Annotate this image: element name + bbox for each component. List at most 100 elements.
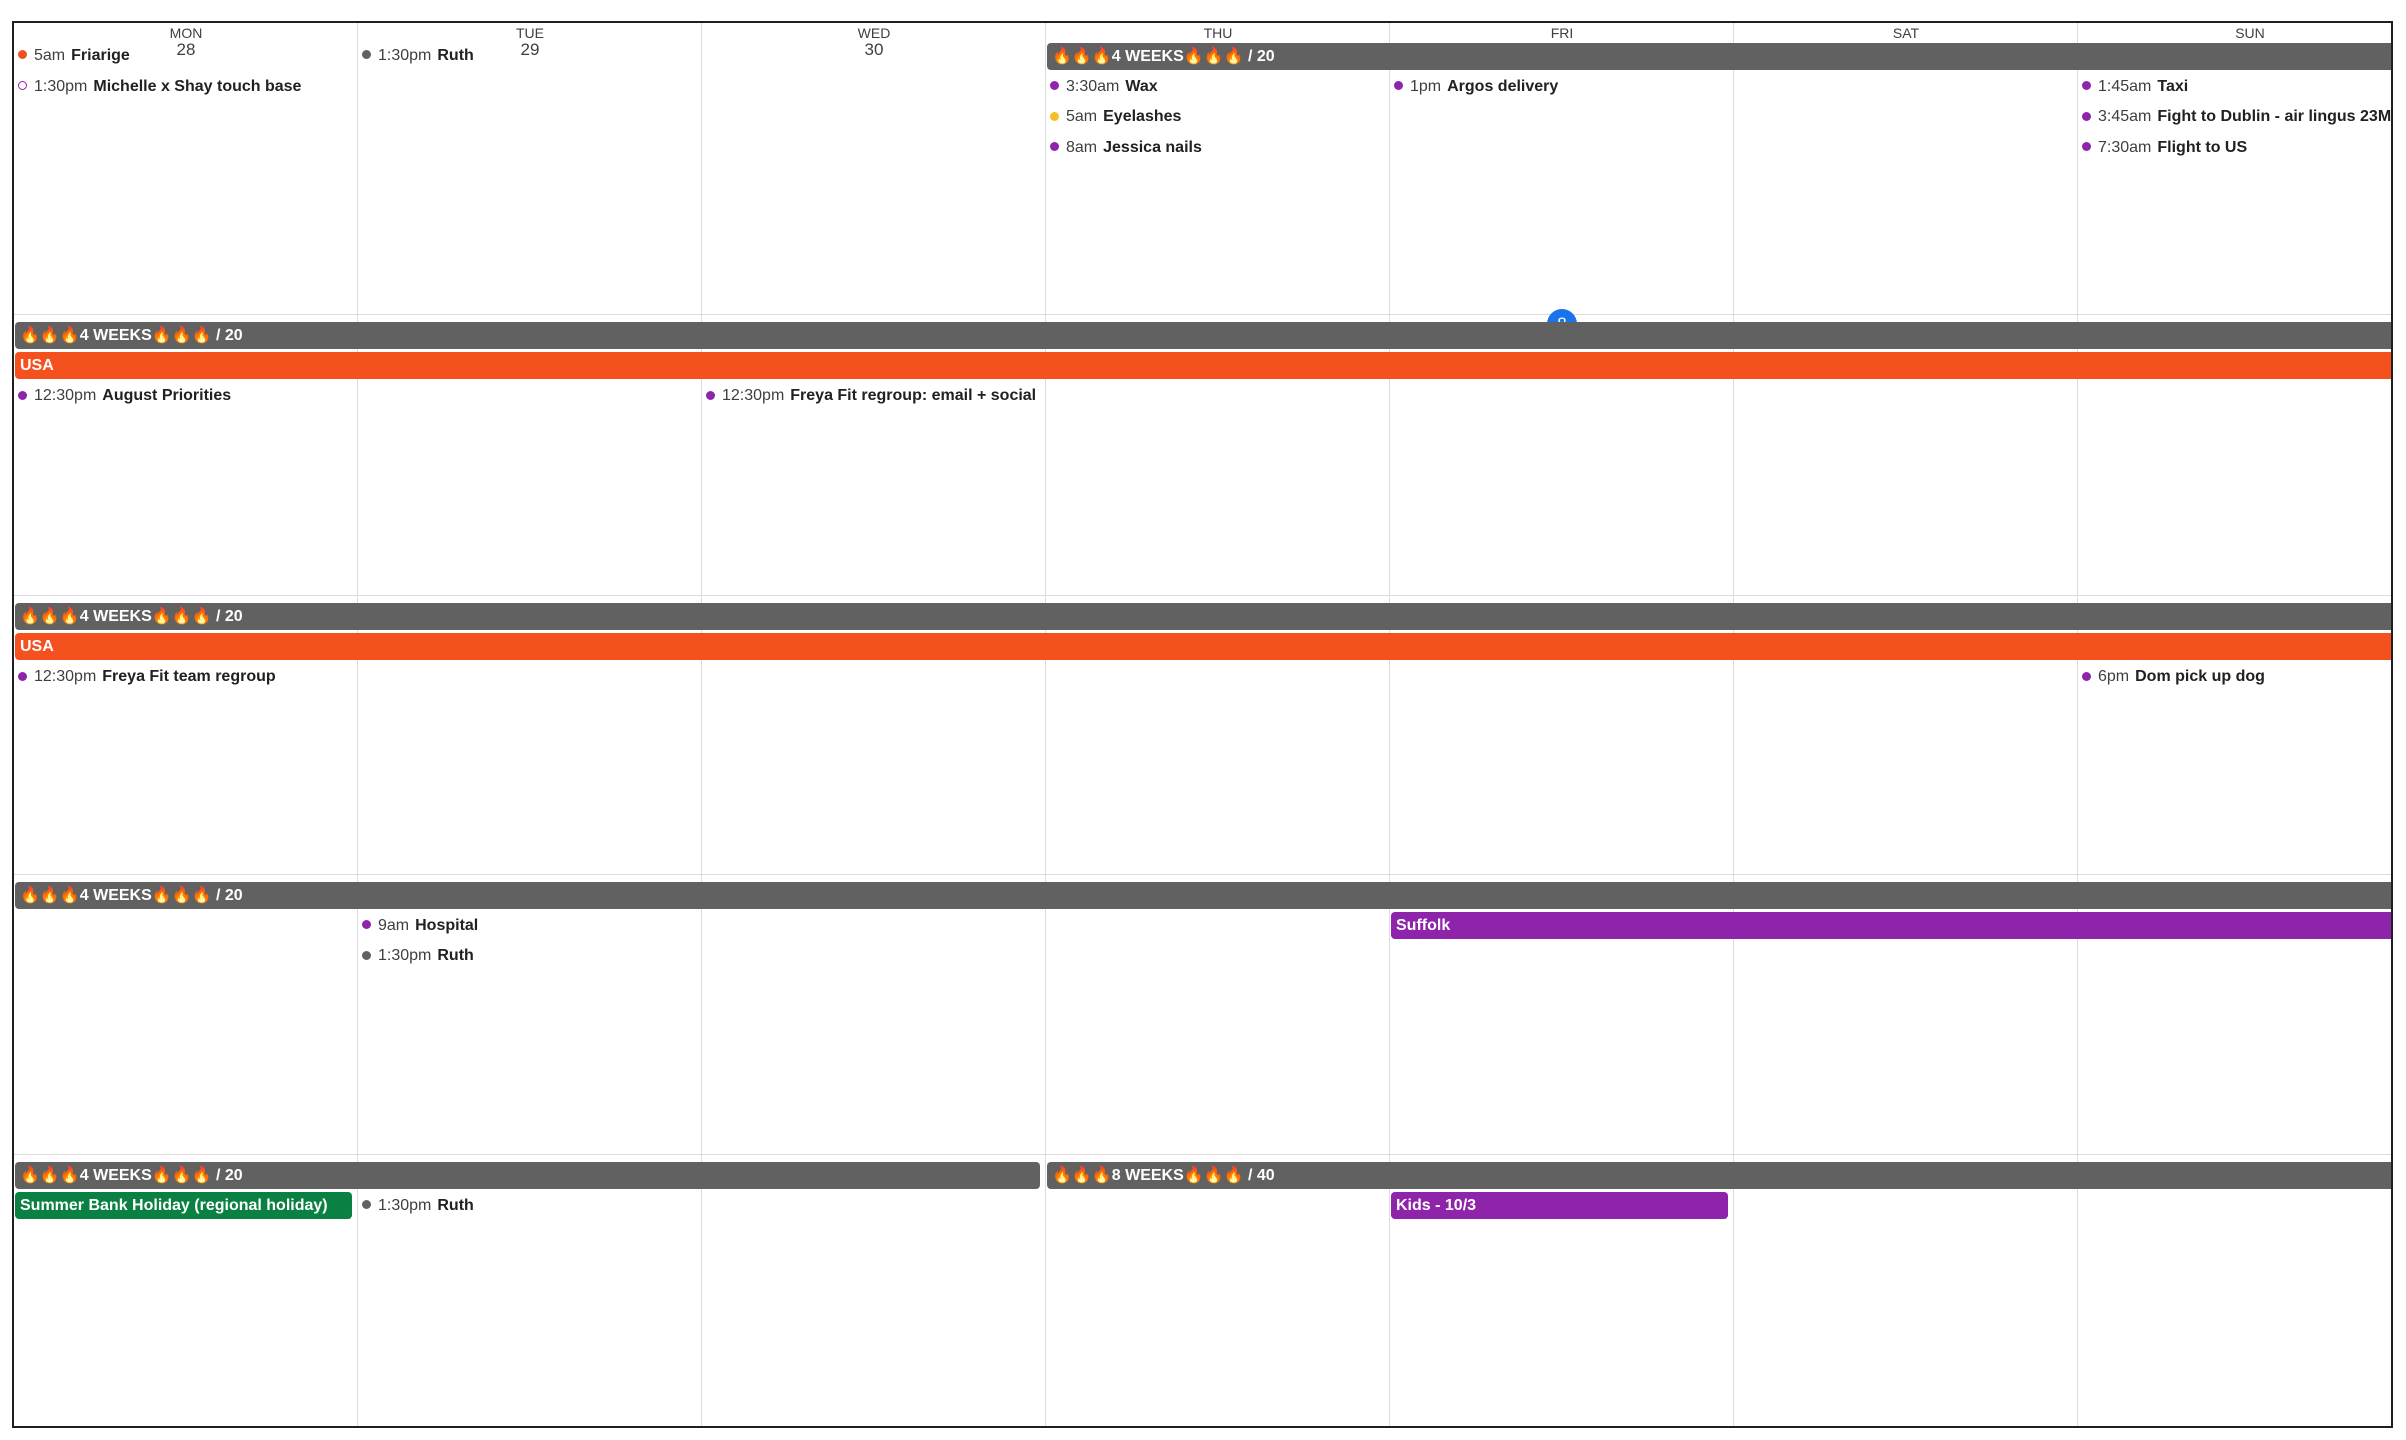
event-dot (1050, 111, 1059, 121)
event-title: Ruth (437, 1196, 474, 1214)
all-day-event[interactable]: 🔥🔥🔥8 WEEKS🔥🔥🔥 / 40 (1047, 1161, 2391, 1189)
event-time: 1:30pm (378, 47, 432, 64)
timed-event[interactable]: 1:30pm Ruth (362, 1193, 474, 1219)
all-day-event[interactable]: 🔥🔥🔥4 WEEKS🔥🔥🔥 / 20 (15, 881, 2391, 909)
event-title: Fight to Dublin - air lingus 23MNPV (2157, 108, 2392, 126)
event-time: 7:30am (2098, 139, 2152, 157)
timed-event[interactable]: 3:45am Fight to Dublin - air lingus 23MNP… (2082, 104, 2392, 130)
event-title: Dom pick up dog (2135, 668, 2265, 686)
all-day-event[interactable]: 🔥🔥🔥4 WEEKS🔥🔥🔥 / 20 (15, 321, 2391, 349)
event-title: Freya Fit team regroup (102, 668, 276, 686)
event-dot (2082, 111, 2091, 121)
event-title: Ruth (437, 47, 474, 64)
week-divider (14, 874, 2391, 875)
event-time: 3:45am (2098, 108, 2152, 126)
timed-event[interactable]: 12:30pm Freya Fit regroup: email + social (706, 383, 1036, 409)
event-time: 12:30pm (34, 668, 97, 686)
all-day-event[interactable]: 🔥🔥🔥4 WEEKS🔥🔥🔥 / 20 (1047, 42, 2391, 70)
weekday-label: TUE (516, 25, 544, 41)
all-day-event[interactable]: 🔥🔥🔥4 WEEKS🔥🔥🔥 / 20 (15, 1161, 1040, 1189)
timed-event[interactable]: 5am Friarige (18, 43, 130, 69)
event-title: Ruth (437, 947, 474, 965)
all-day-event[interactable]: 🔥🔥🔥4 WEEKS🔥🔥🔥 / 20 (15, 602, 2391, 630)
event-time: 12:30pm (722, 387, 785, 405)
timed-event[interactable]: 1:30pm Ruth (362, 43, 474, 69)
event-dot (362, 950, 371, 960)
date-number: 28 (176, 40, 196, 59)
day-date[interactable]: 29 (358, 35, 702, 65)
timed-event[interactable]: 12:30pm Freya Fit team regroup (18, 664, 276, 690)
event-time: 1:30pm (378, 947, 432, 965)
event-title: Hospital (415, 916, 479, 934)
column-divider (1045, 23, 1046, 1426)
event-dot (362, 919, 371, 929)
timed-event[interactable]: 1:45am Taxi (2082, 74, 2188, 100)
event-dot (18, 80, 27, 90)
calendar-month-grid: MONTUEWEDTHUFRISATSUN28293031Aug 123🔥🔥🔥4… (12, 21, 2393, 1428)
event-dot (18, 50, 27, 60)
week-divider (14, 314, 2391, 315)
event-title: Jessica nails (1103, 139, 1202, 157)
timed-event[interactable]: 1:30pm Ruth (362, 943, 474, 969)
timed-event[interactable]: 1:30pm Michelle x Shay touch base (18, 74, 301, 100)
week-divider (14, 595, 2391, 596)
weekday-label: FRI (1550, 25, 1574, 41)
weekday-label: THU (1203, 25, 1233, 41)
timed-event[interactable]: 5am Eyelashes (1050, 104, 1181, 130)
event-title: Michelle x Shay touch base (93, 77, 302, 95)
all-day-event[interactable]: Kids - 10/3 (1391, 1192, 1728, 1220)
event-time: 1:30pm (34, 77, 88, 95)
event-time: 6pm (2098, 668, 2130, 686)
timed-event[interactable]: 1pm Argos delivery (1394, 74, 1558, 100)
event-title: Argos delivery (1447, 77, 1559, 95)
event-title: Flight to US (2157, 139, 2248, 157)
event-title: Wax (1125, 77, 1158, 95)
date-number: 30 (864, 40, 884, 59)
event-title: August Priorities (102, 387, 232, 405)
event-time: 5am (34, 47, 66, 64)
event-dot (2082, 142, 2091, 152)
event-time: 9am (378, 916, 410, 934)
weekday-label: SAT (1892, 25, 1920, 41)
all-day-event[interactable]: USA (15, 633, 2391, 661)
date-number: 29 (520, 40, 540, 59)
column-divider (1733, 23, 1734, 1426)
timed-event[interactable]: 9am Hospital (362, 913, 478, 939)
column-divider (701, 23, 702, 1426)
timed-event[interactable]: 6pm Dom pick up dog (2082, 664, 2265, 690)
timed-event[interactable]: 7:30am Flight to US (2082, 135, 2247, 161)
event-time: 1pm (1410, 77, 1442, 95)
event-time: 1:30pm (378, 1196, 432, 1214)
week-divider (14, 1154, 2391, 1155)
event-dot (362, 1199, 371, 1209)
day-date[interactable]: 30 (702, 35, 1046, 65)
event-dot (2082, 671, 2091, 681)
event-dot (1394, 80, 1403, 90)
column-divider (357, 23, 358, 1426)
event-time: 1:45am (2098, 77, 2152, 95)
weekday-label: WED (857, 25, 891, 41)
event-title: Eyelashes (1103, 108, 1182, 126)
event-title: Taxi (2157, 77, 2189, 95)
timed-event[interactable]: 8am Jessica nails (1050, 135, 1202, 161)
timed-event[interactable]: 3:30am Wax (1050, 74, 1158, 100)
event-time: 12:30pm (34, 387, 97, 405)
event-dot (362, 50, 371, 60)
all-day-event[interactable]: Suffolk (1391, 912, 2391, 940)
event-time: 8am (1066, 139, 1098, 157)
event-dot (1050, 142, 1059, 152)
all-day-event[interactable]: USA (15, 352, 2391, 380)
day-date[interactable]: 28 (14, 35, 358, 65)
event-time: 3:30am (1066, 77, 1120, 95)
event-dot (1050, 80, 1059, 90)
event-dot (18, 390, 27, 400)
event-dot (2082, 80, 2091, 90)
event-time: 5am (1066, 108, 1098, 126)
event-dot (706, 390, 715, 400)
event-title: Freya Fit regroup: email + social (790, 387, 1037, 405)
timed-event[interactable]: 12:30pm August Priorities (18, 383, 231, 409)
event-dot (18, 671, 27, 681)
all-day-event[interactable]: Summer Bank Holiday (regional holiday) (15, 1192, 352, 1220)
event-title: Friarige (71, 47, 130, 64)
